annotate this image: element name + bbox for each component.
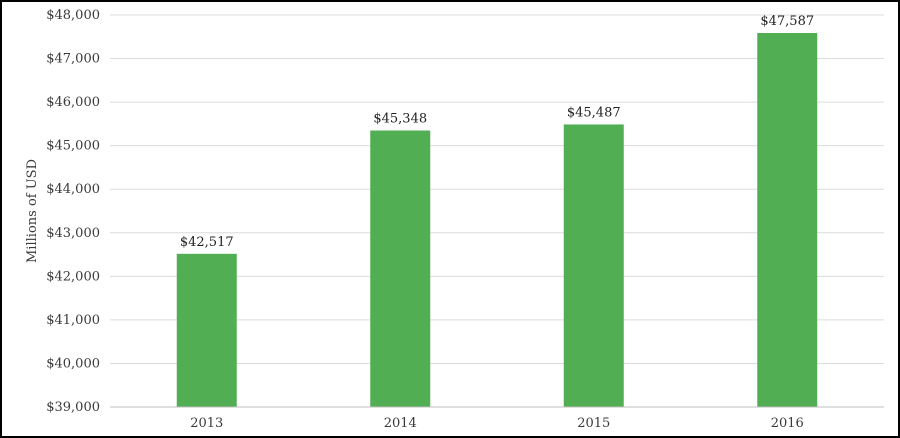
y-tick-label: $41,000 bbox=[46, 313, 100, 328]
bars bbox=[176, 32, 818, 408]
x-tick-label: 2016 bbox=[771, 416, 804, 431]
bar-2016 bbox=[757, 32, 818, 408]
data-label-2015: $45,487 bbox=[567, 105, 621, 120]
bar-2014 bbox=[370, 130, 431, 407]
x-tick-label: 2014 bbox=[384, 416, 417, 431]
x-tick-label: 2013 bbox=[190, 416, 223, 431]
y-tick-label: $47,000 bbox=[46, 52, 100, 67]
gridlines bbox=[110, 14, 884, 364]
y-axis-tick-labels: $39,000 $40,000 $41,000 $42,000 $43,000 $44,0… bbox=[46, 8, 100, 415]
bar-2015 bbox=[563, 124, 624, 407]
data-label-2013: $42,517 bbox=[180, 235, 234, 250]
y-tick-label: $40,000 bbox=[46, 356, 100, 371]
x-tick-label: 2015 bbox=[577, 416, 610, 431]
y-tick-label: $42,000 bbox=[46, 269, 100, 284]
data-labels: $42,517 $45,348 $45,487 $47,587 bbox=[180, 14, 814, 250]
y-tick-label: $46,000 bbox=[46, 95, 100, 110]
data-label-2016: $47,587 bbox=[760, 14, 814, 29]
y-tick-label: $39,000 bbox=[46, 400, 100, 415]
y-axis-title: Millions of USD bbox=[25, 159, 40, 263]
data-label-2014: $45,348 bbox=[373, 112, 427, 127]
bar-2013 bbox=[176, 253, 237, 407]
x-axis-tick-labels: 2013 2014 2015 2016 bbox=[190, 416, 804, 431]
y-tick-label: $44,000 bbox=[46, 182, 100, 197]
y-tick-label: $45,000 bbox=[46, 139, 100, 154]
y-tick-label: $43,000 bbox=[46, 226, 100, 241]
y-tick-label: $48,000 bbox=[46, 8, 100, 23]
